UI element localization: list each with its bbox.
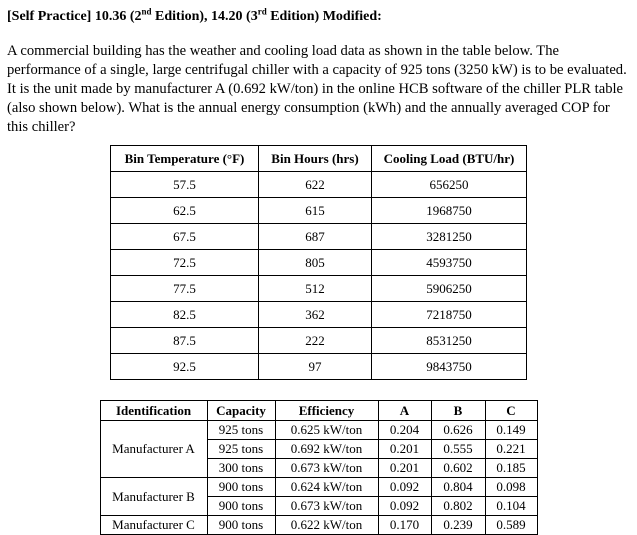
bin-table: Bin Temperature (°F) Bin Hours (hrs) Cooli… (110, 145, 527, 380)
identification-cell: Manufacturer C (99, 515, 208, 535)
table-cell: 0.602 (430, 458, 486, 478)
table-cell: 0.626 (430, 420, 486, 440)
table-cell: 67.5 (110, 223, 259, 250)
title-text-suffix: Edition) Modified: (266, 9, 382, 24)
header-row: Bin Temperature (°F) Bin Hours (hrs) Cooli… (110, 145, 527, 172)
table-cell: 0.625 kW/ton (274, 420, 379, 440)
table-cell: 4593750 (371, 249, 527, 276)
column-header: Efficiency (274, 400, 379, 421)
table-cell: 0.092 (377, 496, 432, 516)
table-cell: 805 (258, 249, 372, 276)
table-cell: 622 (258, 171, 372, 198)
column-header: Identification (99, 400, 208, 421)
table-cell: 9843750 (371, 353, 527, 380)
table-cell: 0.092 (377, 477, 432, 497)
identification-cell: Manufacturer B (99, 477, 208, 516)
problem-statement: A commercial building has the weather an… (7, 43, 627, 135)
table-cell: 5906250 (371, 275, 527, 302)
plr-table-body: Manufacturer A 925 tons 0.625 kW/ton 0.204 0… (99, 420, 538, 535)
title-superscript-nd: nd (141, 6, 152, 17)
header-row: Identification Capacity Efficiency A B C (99, 400, 538, 421)
table-cell: 615 (258, 197, 372, 224)
table-cell: 62.5 (110, 197, 259, 224)
plr-table: Identification Capacity Efficiency A B C Manu… (99, 400, 538, 535)
column-header: Cooling Load (BTU/hr) (371, 145, 527, 172)
table-cell: 0.802 (430, 496, 486, 516)
table-cell: 0.104 (484, 496, 538, 516)
table-cell: 0.239 (430, 515, 486, 535)
table-row: Manufacturer B 900 tons 0.624 kW/ton 0.092 0… (99, 477, 538, 516)
table-cell: 512 (258, 275, 372, 302)
table-cell: 900 tons (206, 496, 276, 516)
column-header: Bin Temperature (°F) (110, 145, 259, 172)
table-row: Manufacturer C 900 tons 0.622 kW/ton 0.170 0… (99, 515, 538, 535)
identification-cell: Manufacturer A (99, 420, 208, 478)
table-row: 82.5 362 7218750 (110, 301, 527, 328)
table-cell: 92.5 (110, 353, 259, 380)
table-row: 87.5 222 8531250 (110, 327, 527, 354)
table-row: 92.5 97 9843750 (110, 353, 527, 380)
column-header: A (377, 400, 432, 421)
column-header: C (484, 400, 538, 421)
table-cell: 1968750 (371, 197, 527, 224)
table-cell: 97 (258, 353, 372, 380)
title-text-prefix: [Self Practice] 10.36 (2 (7, 9, 142, 24)
table-cell: 82.5 (110, 301, 259, 328)
title-superscript-rd: rd (257, 6, 267, 17)
column-header: Bin Hours (hrs) (258, 145, 372, 172)
table-cell: 0.098 (484, 477, 538, 497)
table-cell: 0.692 kW/ton (274, 439, 379, 459)
table-cell: 57.5 (110, 171, 259, 198)
table-cell: 0.201 (377, 458, 432, 478)
table-cell: 362 (258, 301, 372, 328)
table-cell: 900 tons (206, 477, 276, 497)
bin-table-header: Bin Temperature (°F) Bin Hours (hrs) Cooli… (110, 145, 527, 172)
table-cell: 0.149 (484, 420, 538, 440)
table-cell: 0.221 (484, 439, 538, 459)
table-cell: 72.5 (110, 249, 259, 276)
table-cell: 0.201 (377, 439, 432, 459)
table-cell: 8531250 (371, 327, 527, 354)
table-row: 57.5 622 656250 (110, 171, 527, 198)
column-header: Capacity (206, 400, 276, 421)
table-row: 62.5 615 1968750 (110, 197, 527, 224)
table-cell: 7218750 (371, 301, 527, 328)
table-row: 77.5 512 5906250 (110, 275, 527, 302)
table-cell: 0.804 (430, 477, 486, 497)
table-cell: 0.624 kW/ton (274, 477, 379, 497)
table-cell: 656250 (371, 171, 527, 198)
column-header: B (430, 400, 486, 421)
table-cell: 0.673 kW/ton (274, 496, 379, 516)
table-cell: 300 tons (206, 458, 276, 478)
table-cell: 0.555 (430, 439, 486, 459)
bin-table-body: 57.5 622 656250 62.5 615 1968750 67.5 687 328125… (110, 171, 527, 380)
table-row: Manufacturer A 925 tons 0.625 kW/ton 0.204 0… (99, 420, 538, 478)
table-cell: 0.673 kW/ton (274, 458, 379, 478)
table-row: 72.5 805 4593750 (110, 249, 527, 276)
table-cell: 687 (258, 223, 372, 250)
title-text-mid: Edition), 14.20 (3 (151, 9, 258, 24)
table-cell: 0.622 kW/ton (274, 515, 379, 535)
table-cell: 87.5 (110, 327, 259, 354)
table-cell: 3281250 (371, 223, 527, 250)
table-cell: 0.589 (484, 515, 538, 535)
table-cell: 900 tons (206, 515, 276, 535)
table-cell: 925 tons (206, 439, 276, 459)
table-row: 925 tons 0.692 kW/ton 0.201 0.555 0.221 (100, 439, 538, 459)
table-cell: 0.170 (377, 515, 432, 535)
table-row: 67.5 687 3281250 (110, 223, 527, 250)
table-cell: 222 (258, 327, 372, 354)
plr-table-header: Identification Capacity Efficiency A B C (99, 400, 538, 421)
table-cell: 77.5 (110, 275, 259, 302)
table-cell: 0.185 (484, 458, 538, 478)
table-cell: 925 tons (206, 420, 276, 440)
table-cell: 0.204 (377, 420, 432, 440)
page-title: [Self Practice] 10.36 (2nd Edition), 14.… (7, 6, 630, 25)
